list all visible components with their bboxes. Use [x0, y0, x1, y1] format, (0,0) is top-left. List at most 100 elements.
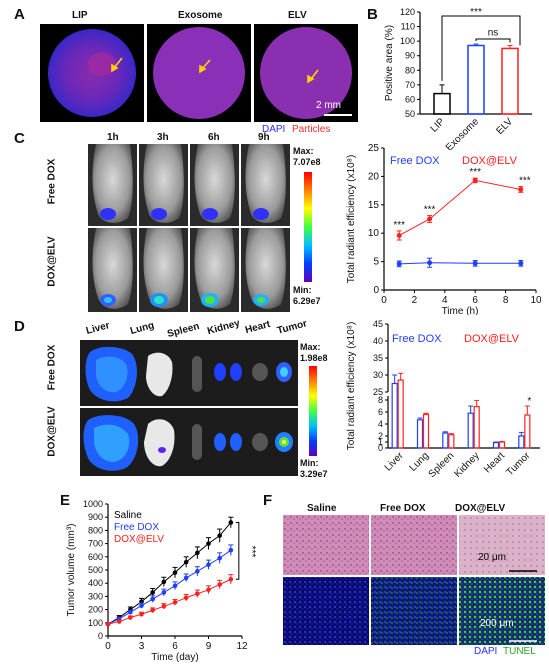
tissue-section-exosome — [153, 27, 245, 119]
panel-d-organ-tumor: Tumor — [276, 318, 309, 337]
panel-e-legend-1: Free DOX — [114, 522, 159, 533]
panel-c-row-dox-elv: DOX@ELV — [46, 236, 58, 287]
panel-a-legend-particles: Particles — [292, 124, 331, 135]
organ-kidney-dox-elv — [214, 433, 226, 451]
panel-e-y-tick-label: 300 — [88, 591, 103, 601]
panel-c-point — [427, 260, 433, 266]
panel-d-y-tick-label: 45 — [373, 319, 383, 329]
panel-d-letter: D — [14, 318, 25, 335]
panel-b-y-tick-label: 120 — [400, 7, 415, 17]
panel-d-colorbar-max-label: Max: — [300, 342, 321, 352]
panel-e-point — [195, 569, 200, 574]
panel-e-point — [206, 541, 211, 546]
panel-c-time-6h: 6h — [208, 132, 220, 143]
panel-d-row-dox-elv: DOX@ELV — [46, 406, 58, 457]
panel-e-x-tick-label: 0 — [105, 641, 111, 652]
panel-c-colorbar-min-value: 6.29e7 — [293, 296, 321, 306]
panel-c-x-tick-label: 10 — [530, 295, 542, 306]
panel-f-scalebar-top-label: 20 μm — [478, 552, 506, 563]
panel-e-point — [206, 562, 211, 568]
organ-spleen-dox-elv — [192, 424, 202, 460]
panel-e-y-tick-label: 700 — [88, 539, 103, 549]
panel-a-letter: A — [14, 6, 25, 23]
panel-b-bar — [501, 47, 519, 115]
panel-d-organ-spleen: Spleen — [166, 320, 201, 341]
panel-d-bar — [422, 413, 430, 449]
panel-e-y-tick-label: 400 — [88, 578, 103, 588]
panel-e-y-tick-label: 100 — [88, 618, 103, 628]
panel-e-point — [183, 559, 189, 565]
panel-b-sig-label-2: ns — [488, 27, 499, 38]
panel-e-legend-2: DOX@ELV — [114, 534, 164, 545]
panel-d-row-free-dox: Free DOX — [46, 344, 58, 391]
panel-d-chart: 012 4 6 825 30 35 40 45 Total radiant efficiency… — [346, 319, 540, 480]
panel-d-category-label: Heart — [482, 450, 507, 475]
panel-e-legend-0: Saline — [114, 510, 142, 521]
panel-e-y-tick-label: 1000 — [83, 499, 103, 509]
panel-e-point — [195, 550, 200, 556]
panel-b-sig-bracket-1 — [441, 15, 521, 81]
panel-c-point — [472, 177, 478, 183]
panel-c-chart: 0 5 10 15 20 25 0 2 4 6 8 10 Time (h) Total radiant e… — [346, 143, 542, 315]
panel-c-legend-dox-elv: DOX@ELV — [462, 155, 518, 167]
panel-e-point — [150, 607, 155, 613]
panel-c-series-line — [398, 179, 521, 236]
panel-e-x-tick-label: 3 — [139, 641, 145, 652]
panel-d-bar — [397, 379, 404, 449]
panel-b-y-tick-label: 110 — [401, 22, 415, 32]
panel-e-point — [161, 604, 167, 609]
panel-d-bar — [518, 435, 525, 449]
panel-b-y-tick-label: 90 — [405, 51, 415, 61]
panel-e-y-tick-label: 800 — [88, 525, 103, 535]
panel-d-legend-free-dox: Free DOX — [392, 333, 442, 345]
panel-e-point — [217, 533, 222, 538]
panel-c-colorbar-max-value: 7.07e8 — [293, 157, 321, 167]
panel-e-point — [228, 547, 234, 553]
panel-e-point — [139, 611, 144, 617]
panel-b-sig-label-1: *** — [470, 7, 482, 18]
panel-d-colorbar-max-value: 1.98e8 — [300, 353, 328, 363]
panel-d-sig-label: * — [527, 396, 531, 407]
panel-d-organ-heart: Heart — [244, 318, 272, 337]
panel-e-sig-bracket — [235, 521, 240, 580]
panel-d-y-tick-label: 40 — [373, 336, 383, 346]
panel-b-bar — [433, 92, 451, 115]
panel-d-bar — [448, 434, 455, 449]
panel-d-organ-liver: Liver — [84, 320, 111, 337]
panel-d-y-tick-label: 0 — [378, 443, 383, 453]
panel-c-time-9h: 9h — [258, 132, 270, 143]
panel-d-y-tick-label: 2 — [378, 431, 383, 441]
panel-e-y-tick-label: 0 — [98, 631, 103, 641]
panel-d-bar — [498, 441, 506, 449]
panel-c-series-line — [399, 262, 521, 265]
panel-c-time-1h: 1h — [107, 132, 119, 143]
panel-c-y-tick-label: 25 — [368, 143, 380, 154]
arrow-icon — [111, 57, 319, 84]
panel-c-colorbar-min-label: Min: — [293, 285, 312, 295]
panel-c-x-tick-label: 8 — [503, 295, 509, 306]
fluorescence-spots — [100, 208, 269, 307]
panel-c-legend-free-dox: Free DOX — [390, 155, 440, 167]
panel-d-category-label: Liver — [383, 450, 407, 474]
panel-e-x-tick-label: 12 — [236, 641, 248, 652]
panel-c-point — [396, 232, 402, 238]
panel-d-images — [80, 340, 298, 476]
panel-c-y-tick-label: 20 — [368, 171, 380, 182]
panel-c-images — [88, 144, 290, 312]
panel-e-point — [161, 579, 167, 585]
panel-f-images — [283, 515, 545, 645]
panel-e-x-label: Time (day) — [151, 652, 198, 662]
panel-e-point — [183, 595, 189, 601]
panel-c-y-tick-label: 15 — [368, 200, 380, 211]
panel-d-colorbar-min-label: Min: — [300, 458, 319, 468]
panel-c-x-tick-label: 4 — [442, 295, 448, 306]
panel-d-y-tick-label: 4 — [378, 419, 383, 429]
panel-e-sig-label: *** — [246, 546, 257, 558]
panel-e-x-tick-label: 6 — [172, 641, 178, 652]
panel-e-point — [172, 600, 178, 605]
tunel-stain-free-dox — [371, 577, 457, 645]
panel-d-bar — [416, 419, 424, 449]
panel-d-category-label: Kidney — [452, 450, 481, 479]
panel-e-point — [172, 570, 178, 575]
